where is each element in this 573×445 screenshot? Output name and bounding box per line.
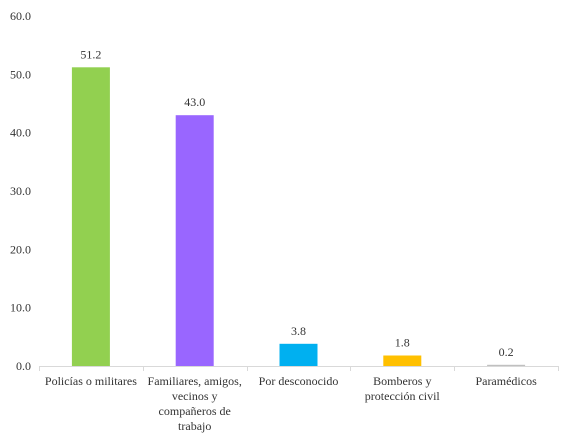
x-category-label: Bomberos y [373,374,431,388]
x-category-label: trabajo [178,419,211,433]
x-category-label: Por desconocido [259,374,339,388]
data-label: 51.2 [80,47,101,61]
bar [279,343,318,366]
data-label: 3.8 [291,324,306,338]
bar [383,355,422,366]
y-tick-label: 30.0 [10,184,31,198]
y-tick-label: 40.0 [10,126,31,140]
x-axis: Policías o militares Familiares, amigos,v… [39,366,559,433]
x-category-label: protección civil [365,389,441,403]
bar [487,364,526,366]
x-category-label: Familiares, amigos, [148,374,242,388]
y-tick-label: 10.0 [10,301,31,315]
x-category-label: compañeros de [159,404,231,418]
data-label: 43.0 [184,95,205,109]
data-label: 1.8 [395,336,410,350]
data-label: 0.2 [499,345,514,359]
y-tick-label: 0.0 [16,359,31,373]
y-tick-label: 20.0 [10,242,31,256]
bars: 51.2 43.0 3.8 1.8 0.2 [71,47,526,367]
y-axis: 0.0 10.0 20.0 30.0 40.0 50.0 60.0 [10,9,31,373]
y-tick-label: 50.0 [10,67,31,81]
x-category-label: Policías o militares [45,374,137,388]
y-tick-label: 60.0 [10,9,31,23]
bar [71,67,110,367]
x-category-label: vecinos y [172,389,218,403]
x-category-label: Paramédicos [475,374,537,388]
bar [175,115,214,366]
